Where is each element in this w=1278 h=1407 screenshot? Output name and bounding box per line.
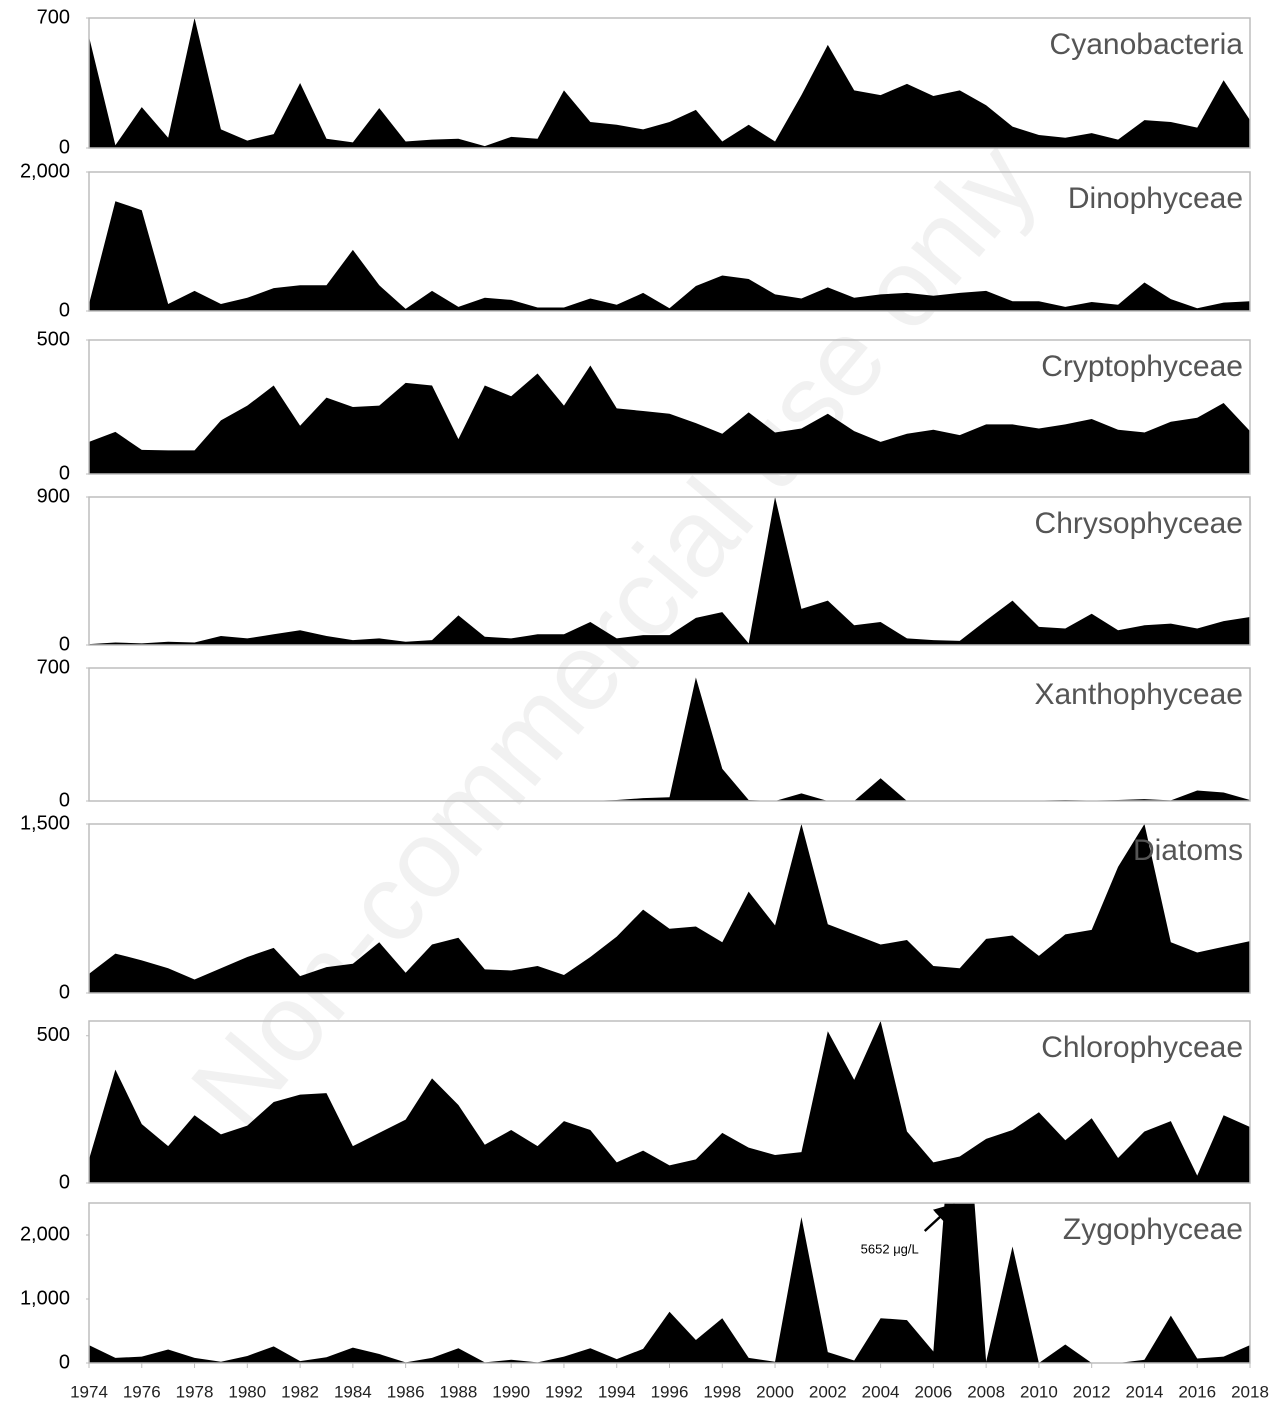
x-tick-label: 2016 [1178,1382,1216,1401]
y-tick-label: 0 [59,462,70,484]
x-tick-label: 2004 [862,1382,900,1401]
x-tick-label: 1982 [281,1382,319,1401]
panel-frame [88,496,1251,646]
x-tick-label: 1974 [70,1382,108,1401]
y-tick-label: 0 [59,299,70,321]
panel-frame [88,823,1251,994]
panel-title: Dinophyceae [1068,182,1243,215]
x-tick-label: 1990 [492,1382,530,1401]
y-tick-label: 700 [37,6,70,28]
x-tick-label: 2006 [914,1382,952,1401]
y-tick-label: 900 [37,485,70,507]
y-tick-label: 0 [59,633,70,655]
x-tick-label: 1994 [598,1382,636,1401]
x-tick-label: 1996 [651,1382,689,1401]
area [89,18,1250,148]
x-tick-label: 1976 [123,1382,161,1401]
x-tick-label: 2008 [967,1382,1005,1401]
y-tick-label: 0 [59,1351,70,1373]
x-tick-label: 1992 [545,1382,583,1401]
y-tick-label: 2,000 [20,1223,70,1245]
panel-title: Diatoms [1133,834,1243,867]
area [89,201,1250,311]
x-tick-label: 2012 [1073,1382,1111,1401]
annotation-arrow [923,1203,955,1232]
panel-title: Cryptophyceae [1041,350,1243,383]
area [89,1203,1250,1363]
panel-title: Chlorophyceae [1041,1031,1243,1064]
y-tick-label: 2,000 [20,160,70,182]
panel-frame [88,171,1251,312]
y-tick-label: 0 [59,136,70,158]
y-tick-label: 0 [59,1171,70,1193]
area [89,497,1250,645]
x-tick-label: 1998 [703,1382,741,1401]
panel-title: Zygophyceae [1063,1213,1243,1246]
y-tick-label: 700 [37,656,70,678]
panel-title: Chrysophyceae [1035,507,1243,540]
x-tick-label: 2000 [756,1382,794,1401]
panel-title: Cyanobacteria [1050,28,1244,61]
annotation: 5652 μg/L [861,1241,919,1256]
area [89,1021,1250,1183]
y-tick-label: 0 [59,789,70,811]
panel-frame [88,667,1251,802]
panel-title: Xanthophyceae [1034,678,1243,711]
x-tick-label: 2002 [809,1382,847,1401]
y-tick-label: 500 [37,328,70,350]
x-tick-label: 1984 [334,1382,372,1401]
x-tick-label: 1980 [228,1382,266,1401]
y-tick-label: 0 [59,981,70,1003]
y-tick-label: 1,000 [20,1287,70,1309]
x-tick-label: 2014 [1126,1382,1164,1401]
panel-frame [88,17,1251,149]
x-tick-label: 1978 [176,1382,214,1401]
x-tick-label: 2018 [1231,1382,1269,1401]
x-tick-label: 2010 [1020,1382,1058,1401]
y-tick-label: 500 [37,1024,70,1046]
area [89,365,1250,474]
area [89,824,1250,993]
y-tick-label: 1,500 [20,812,70,834]
panel-frame [88,339,1251,475]
panel-frame [88,1020,1251,1184]
x-tick-label: 1988 [439,1382,477,1401]
x-tick-label: 1986 [387,1382,425,1401]
